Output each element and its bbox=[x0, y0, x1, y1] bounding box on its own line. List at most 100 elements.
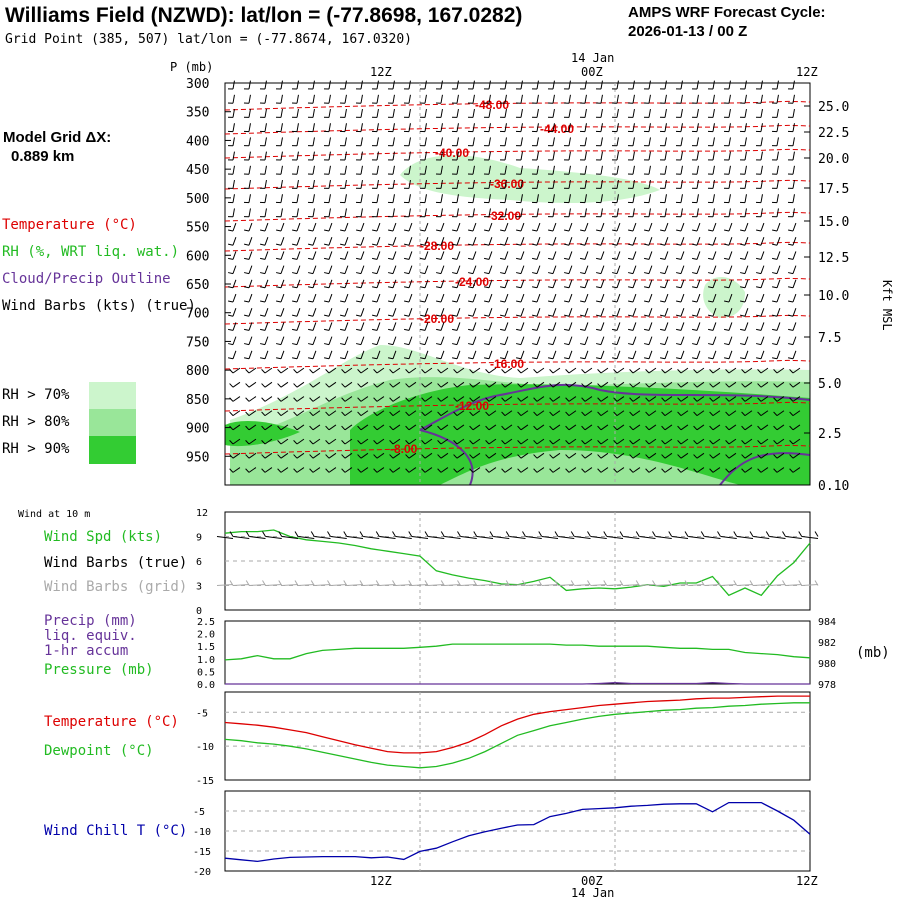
xsection-barb bbox=[659, 137, 667, 147]
xsection-barb bbox=[244, 293, 253, 303]
grid-barb bbox=[460, 580, 478, 586]
xsection-barb bbox=[611, 94, 619, 104]
legend-precip: Precip (mm) bbox=[44, 613, 137, 629]
rh-shading bbox=[225, 155, 810, 485]
xsection-barb bbox=[260, 265, 269, 275]
xsection-barb bbox=[516, 279, 525, 289]
xsection-barb bbox=[565, 396, 577, 402]
xsection-barb bbox=[675, 165, 683, 175]
xsection-barb bbox=[516, 322, 525, 331]
xsection-barb bbox=[372, 350, 381, 360]
height-tick-4: 15.0 bbox=[818, 215, 849, 230]
temp-contour-label-3: -36.00 bbox=[490, 177, 524, 191]
xsection-barb bbox=[675, 108, 683, 118]
xsection-barb bbox=[549, 396, 561, 402]
xsection-barb bbox=[580, 222, 589, 232]
xsection-barb bbox=[356, 336, 365, 346]
xsection-barb bbox=[227, 194, 235, 204]
xsection-barb bbox=[517, 467, 529, 473]
xsection-barb bbox=[740, 251, 749, 260]
xsection-barb bbox=[244, 251, 253, 260]
pressure-tick-950: 950 bbox=[186, 450, 209, 465]
xsection-barb bbox=[660, 350, 669, 360]
grid-barb bbox=[541, 580, 559, 586]
pressure-tick-800: 800 bbox=[186, 364, 209, 379]
xsection-barb bbox=[324, 308, 333, 317]
xsection-barb bbox=[613, 367, 625, 374]
legend-precip-accum: 1-hr accum bbox=[44, 643, 129, 659]
xsection-barb bbox=[308, 222, 317, 232]
xsection-barb bbox=[229, 438, 241, 445]
xsection-barb bbox=[677, 424, 689, 431]
xsection-barb bbox=[275, 151, 283, 161]
xsection-barb bbox=[277, 467, 289, 473]
xsection-barb bbox=[708, 222, 717, 232]
xsection-barb bbox=[755, 94, 763, 104]
height-tick-1: 22.5 bbox=[818, 126, 849, 141]
xsection-barb bbox=[516, 222, 525, 232]
xsection-barb bbox=[548, 308, 557, 317]
xsection-barb bbox=[484, 293, 493, 303]
true-barb bbox=[363, 531, 380, 539]
xsection-barb bbox=[739, 94, 747, 104]
xsection-barb bbox=[499, 165, 507, 175]
xsection-barb bbox=[675, 208, 683, 218]
xsection-barb bbox=[580, 322, 589, 331]
xsection-barb bbox=[435, 179, 443, 189]
xsection-barb bbox=[277, 367, 289, 374]
xsection-barb bbox=[548, 336, 557, 346]
xsection-barb bbox=[532, 265, 541, 275]
forecast-cycle-value: 2026-01-13 / 00 Z bbox=[628, 23, 748, 40]
xsection-barb bbox=[260, 350, 269, 360]
grid-barb bbox=[590, 580, 608, 586]
xsection-barb bbox=[356, 293, 365, 303]
xsection-barb bbox=[644, 222, 653, 232]
grid-barb bbox=[265, 580, 283, 586]
xsection-barb bbox=[788, 308, 797, 317]
xsection-barb bbox=[723, 208, 731, 218]
xsection-barb bbox=[419, 179, 427, 189]
xsection-barb bbox=[628, 251, 637, 260]
xsection-barb bbox=[309, 452, 321, 459]
xsection-barb bbox=[517, 396, 529, 402]
xsection-barb bbox=[660, 336, 669, 346]
grid-barb bbox=[688, 580, 705, 586]
xsection-barb bbox=[435, 151, 443, 161]
bottom-date: 14 Jan bbox=[571, 886, 615, 900]
xsection-barb bbox=[659, 194, 667, 204]
xsection-barb bbox=[789, 396, 801, 402]
xsection-barb bbox=[357, 367, 369, 374]
xsection-barb bbox=[597, 424, 609, 431]
true-barb bbox=[720, 531, 738, 539]
xsection-barb bbox=[371, 108, 379, 118]
xsection-barb bbox=[323, 165, 331, 175]
xsection-barb bbox=[451, 123, 459, 133]
xsection-barb bbox=[276, 279, 285, 289]
true-barb bbox=[704, 531, 721, 539]
xsection-barb bbox=[627, 80, 635, 90]
xsection-barb bbox=[340, 293, 349, 303]
xsection-barb bbox=[597, 396, 609, 402]
xsection-barb bbox=[243, 151, 251, 161]
xsection-barb bbox=[757, 410, 769, 417]
xsection-barb bbox=[420, 251, 429, 260]
bottom-time-12z-b: 12Z bbox=[796, 874, 818, 888]
xsection-barb bbox=[357, 438, 369, 445]
xsection-barb bbox=[597, 367, 609, 374]
xsection-barb bbox=[467, 151, 475, 161]
xsection-barb bbox=[468, 293, 477, 303]
xsection-barb bbox=[789, 467, 801, 473]
xsection-barb bbox=[291, 179, 299, 189]
bottom-time-12z-a: 12Z bbox=[370, 874, 392, 888]
xsection-barb bbox=[627, 123, 635, 133]
xsection-barb bbox=[228, 336, 237, 346]
xsection-barb bbox=[452, 265, 461, 275]
xsection-barb bbox=[373, 452, 385, 459]
xsection-barb bbox=[405, 467, 417, 473]
xsection-barb bbox=[675, 123, 683, 133]
xsection-barb bbox=[645, 452, 657, 459]
xsection-barb bbox=[356, 251, 365, 260]
xsection-barb bbox=[709, 438, 721, 445]
xsection-barb bbox=[612, 322, 621, 331]
xsection-barb bbox=[339, 179, 347, 189]
